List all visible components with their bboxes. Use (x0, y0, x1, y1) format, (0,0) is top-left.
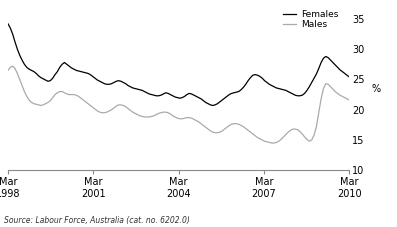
Females (210, 104, 215, 107)
Y-axis label: %: % (371, 84, 380, 94)
Males (269, 142, 274, 144)
Females (6, 22, 10, 25)
Text: Source: Labour Force, Australia (cat. no. 6202.0): Source: Labour Force, Australia (cat. no… (4, 216, 190, 225)
Males (91, 106, 95, 109)
Males (48, 99, 53, 102)
Males (104, 111, 109, 114)
Males (6, 69, 10, 72)
Males (93, 108, 97, 111)
Females (102, 82, 107, 85)
Males (208, 130, 213, 132)
Females (177, 97, 182, 100)
Females (347, 76, 352, 78)
Females (46, 80, 50, 83)
Males (180, 117, 185, 120)
Females (91, 75, 95, 78)
Males (10, 65, 15, 67)
Females (206, 102, 210, 105)
Legend: Females, Males: Females, Males (283, 10, 338, 29)
Males (347, 99, 352, 101)
Females (88, 73, 93, 76)
Line: Males: Males (8, 66, 349, 143)
Line: Females: Females (8, 24, 349, 106)
